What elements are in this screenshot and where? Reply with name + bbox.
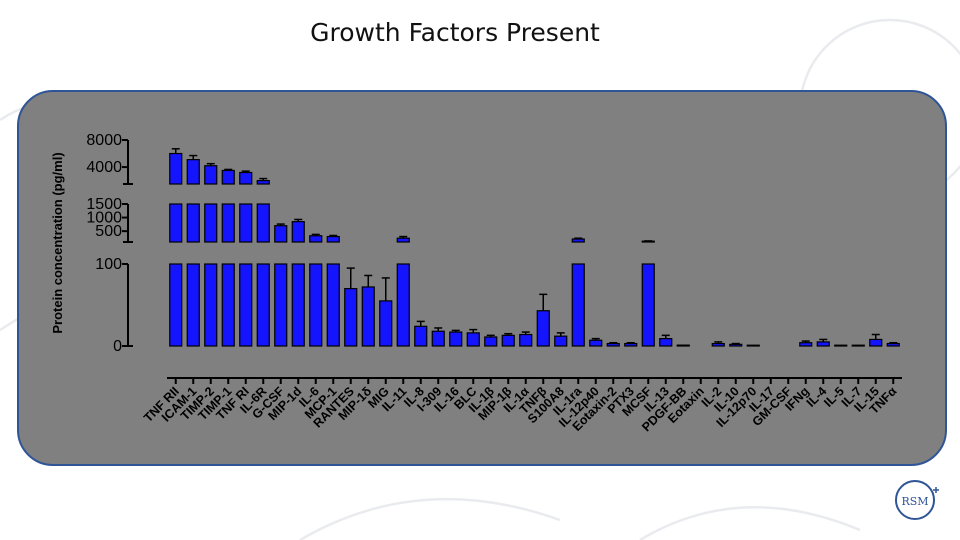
bar [204, 203, 218, 243]
bar [239, 171, 253, 185]
bar-series [169, 148, 900, 347]
bar [326, 263, 340, 347]
bar [256, 203, 270, 243]
bar [221, 263, 235, 347]
bar [869, 338, 883, 347]
y-tick-label: 0 [113, 338, 122, 355]
bar [851, 344, 865, 347]
bar [186, 159, 200, 185]
bar [291, 221, 305, 243]
bar [221, 169, 235, 185]
bar [326, 235, 340, 243]
bar [361, 286, 375, 347]
bar [169, 152, 183, 185]
bar [256, 180, 270, 185]
bar [169, 203, 183, 243]
bar [624, 342, 638, 347]
y-tick-label: 8000 [86, 132, 122, 149]
bar [519, 333, 533, 347]
bar [589, 339, 603, 347]
bar [344, 288, 358, 347]
y-tick-label: 1500 [86, 196, 122, 213]
bar [291, 263, 305, 347]
bar [501, 334, 515, 347]
bar [169, 263, 183, 347]
bar [414, 325, 428, 347]
bar [274, 263, 288, 347]
bar [571, 263, 585, 347]
bar [396, 237, 410, 243]
bar [729, 343, 743, 347]
y-tick-label: 4000 [86, 159, 122, 176]
bar [274, 225, 288, 243]
bar [221, 203, 235, 243]
bar [256, 263, 270, 347]
bar [449, 331, 463, 347]
bar [606, 342, 620, 347]
logo-text: RSM [901, 495, 928, 508]
bar [834, 344, 848, 347]
bar [309, 235, 323, 243]
bar [431, 330, 445, 347]
bar [554, 335, 568, 347]
bar [711, 342, 725, 347]
bar [799, 342, 813, 347]
bar [379, 300, 393, 347]
rsm-logo: RSM [895, 480, 939, 520]
bar [186, 263, 200, 347]
bar [239, 203, 253, 243]
bar [641, 263, 655, 347]
y-tick-label: 500 [95, 223, 122, 240]
bar [186, 203, 200, 243]
slide-title: Growth Factors Present [310, 18, 600, 47]
bar [396, 263, 410, 347]
bar [484, 336, 498, 347]
y-axis-label: Protein concentration (pg/ml) [50, 152, 65, 333]
bar [204, 263, 218, 347]
bar [204, 165, 218, 185]
bar [239, 263, 253, 347]
bar [536, 310, 550, 347]
bar [309, 263, 323, 347]
bar [571, 238, 585, 243]
bar [466, 332, 480, 347]
bar [746, 344, 760, 347]
bar [659, 338, 673, 347]
y-tick-label: 100 [95, 256, 122, 273]
bar [816, 341, 830, 347]
y-tick-label: 1000 [86, 210, 122, 227]
bar [886, 342, 900, 347]
bar [676, 344, 690, 347]
